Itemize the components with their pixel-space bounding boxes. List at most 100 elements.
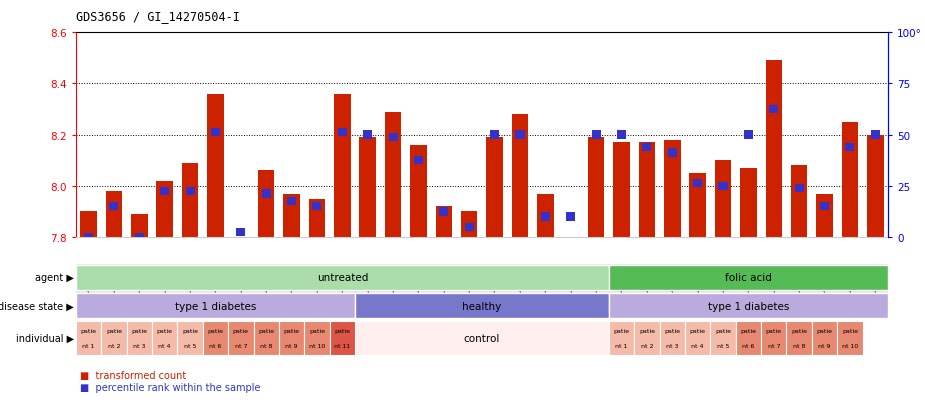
- Text: GSM440187: GSM440187: [592, 265, 600, 311]
- Text: GSM440176: GSM440176: [845, 265, 855, 311]
- Text: patie: patie: [817, 328, 832, 333]
- Text: GSM440165: GSM440165: [287, 265, 296, 311]
- Bar: [338, 128, 347, 137]
- Bar: [131, 214, 148, 237]
- Text: GSM440158: GSM440158: [109, 265, 118, 311]
- Bar: [744, 131, 753, 139]
- Text: patie: patie: [284, 328, 300, 333]
- Text: patie: patie: [791, 328, 808, 333]
- Text: ■  transformed count: ■ transformed count: [80, 370, 187, 380]
- Bar: [76, 321, 101, 355]
- Text: GSM440168: GSM440168: [642, 265, 651, 311]
- Text: GSM440185: GSM440185: [541, 265, 549, 311]
- Bar: [668, 149, 677, 157]
- Text: patie: patie: [182, 328, 198, 333]
- Text: GSM440173: GSM440173: [770, 265, 778, 311]
- Bar: [660, 321, 685, 355]
- Bar: [870, 131, 880, 139]
- Bar: [283, 194, 300, 237]
- Text: GSM440169: GSM440169: [668, 265, 677, 311]
- Bar: [203, 321, 228, 355]
- Text: GSM440157: GSM440157: [84, 265, 93, 311]
- Bar: [609, 294, 888, 318]
- Text: ■  percentile rank within the sample: ■ percentile rank within the sample: [80, 382, 261, 392]
- Text: patie: patie: [715, 328, 731, 333]
- Bar: [109, 203, 118, 211]
- Bar: [355, 294, 609, 318]
- Bar: [355, 321, 609, 355]
- Bar: [309, 199, 326, 237]
- Bar: [693, 180, 702, 188]
- Bar: [715, 161, 732, 237]
- Bar: [156, 181, 173, 237]
- Bar: [592, 131, 600, 139]
- Bar: [812, 321, 837, 355]
- Text: patie: patie: [258, 328, 274, 333]
- Text: nt 2: nt 2: [107, 343, 120, 348]
- Text: GSM440188: GSM440188: [617, 265, 626, 311]
- Bar: [512, 115, 528, 237]
- Text: patie: patie: [842, 328, 857, 333]
- Bar: [537, 194, 554, 237]
- Text: patie: patie: [639, 328, 655, 333]
- Text: nt 7: nt 7: [235, 343, 247, 348]
- Text: type 1 diabetes: type 1 diabetes: [175, 301, 256, 311]
- Bar: [867, 135, 883, 237]
- Text: GSM440160: GSM440160: [160, 265, 169, 311]
- Bar: [105, 192, 122, 237]
- Bar: [770, 106, 778, 114]
- Text: GSM440166: GSM440166: [313, 265, 322, 311]
- Text: patie: patie: [613, 328, 630, 333]
- Bar: [160, 188, 169, 196]
- Bar: [719, 182, 728, 190]
- Bar: [253, 321, 279, 355]
- Text: patie: patie: [156, 328, 173, 333]
- Bar: [588, 138, 604, 237]
- Bar: [228, 321, 253, 355]
- Bar: [287, 197, 296, 206]
- Bar: [464, 223, 474, 231]
- Text: GSM440163: GSM440163: [236, 265, 245, 311]
- Text: patie: patie: [309, 328, 325, 333]
- Bar: [211, 128, 220, 137]
- Text: nt 5: nt 5: [717, 343, 729, 348]
- Text: nt 2: nt 2: [641, 343, 653, 348]
- Text: GSM440181: GSM440181: [439, 265, 449, 311]
- Bar: [786, 321, 812, 355]
- Bar: [178, 321, 203, 355]
- Bar: [313, 203, 322, 211]
- Bar: [182, 164, 198, 237]
- Text: nt 6: nt 6: [209, 343, 222, 348]
- Text: GSM440180: GSM440180: [414, 265, 423, 311]
- Bar: [766, 61, 782, 237]
- Text: nt 1: nt 1: [82, 343, 94, 348]
- Bar: [436, 207, 452, 237]
- Bar: [791, 166, 808, 237]
- Bar: [334, 95, 351, 237]
- Text: disease state ▶: disease state ▶: [0, 301, 74, 311]
- Text: nt 1: nt 1: [615, 343, 628, 348]
- Bar: [487, 138, 503, 237]
- Text: nt 4: nt 4: [691, 343, 704, 348]
- Bar: [515, 131, 524, 139]
- Text: patie: patie: [131, 328, 147, 333]
- Text: GSM440172: GSM440172: [744, 265, 753, 311]
- Bar: [845, 144, 855, 152]
- Bar: [76, 266, 609, 290]
- Text: nt 4: nt 4: [158, 343, 171, 348]
- Text: GSM440162: GSM440162: [211, 265, 220, 311]
- Text: nt 6: nt 6: [742, 343, 755, 348]
- Text: nt 8: nt 8: [260, 343, 272, 348]
- Bar: [609, 321, 635, 355]
- Text: GSM440178: GSM440178: [364, 265, 372, 311]
- Bar: [360, 138, 376, 237]
- Text: patie: patie: [233, 328, 249, 333]
- Text: folic acid: folic acid: [725, 273, 771, 283]
- Bar: [689, 173, 706, 237]
- Bar: [304, 321, 329, 355]
- Text: type 1 diabetes: type 1 diabetes: [708, 301, 789, 311]
- Bar: [842, 123, 858, 237]
- Text: GSM440170: GSM440170: [693, 265, 702, 311]
- Bar: [84, 233, 93, 242]
- Bar: [152, 321, 178, 355]
